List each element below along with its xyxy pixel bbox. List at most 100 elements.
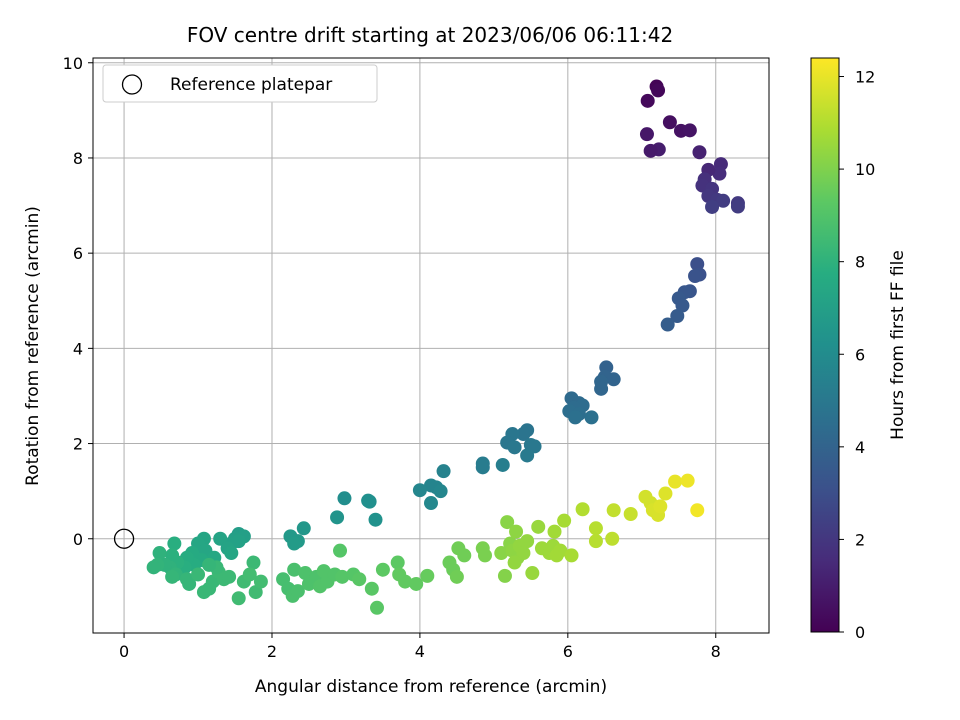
scatter-point xyxy=(420,568,435,583)
scatter-point xyxy=(594,381,609,396)
x-tick-label: 6 xyxy=(563,642,573,661)
scatter-point xyxy=(531,519,546,534)
y-tick-label: 10 xyxy=(63,54,83,73)
scatter-point xyxy=(588,534,603,549)
scatter-point xyxy=(716,193,731,208)
scatter-point xyxy=(352,572,367,587)
scatter-point xyxy=(412,483,427,498)
colorbar-tick-label: 4 xyxy=(855,438,865,457)
colorbar-tick-label: 10 xyxy=(855,160,875,179)
colorbar-tick-label: 12 xyxy=(855,68,875,87)
colorbar-label: Hours from first FF file xyxy=(888,250,908,440)
scatter-point xyxy=(690,503,705,518)
scatter-point xyxy=(368,512,383,527)
y-tick-label: 6 xyxy=(73,244,83,263)
scatter-point xyxy=(730,199,745,214)
scatter-point xyxy=(231,591,246,606)
y-tick-label: 4 xyxy=(73,339,83,358)
scatter-point xyxy=(191,567,206,582)
scatter-point xyxy=(287,562,302,577)
legend-reference-label: Reference platepar xyxy=(170,75,332,95)
scatter-point xyxy=(662,115,677,130)
scatter-point xyxy=(152,546,167,561)
scatter-point xyxy=(525,566,540,581)
scatter-point xyxy=(494,546,509,561)
scatter-point xyxy=(568,410,583,425)
scatter-point xyxy=(409,576,424,591)
scatter-point xyxy=(516,546,531,561)
y-tick-label: 0 xyxy=(73,530,83,549)
scatter-point xyxy=(213,531,228,546)
scatter-point xyxy=(680,473,695,488)
scatter-point xyxy=(520,448,535,463)
scatter-point xyxy=(692,145,707,160)
colorbar-frame xyxy=(810,57,840,633)
colorbar-tick-label: 6 xyxy=(855,345,865,364)
scatter-point xyxy=(248,585,263,600)
colorbar: 0 2 4 6 8 10 12 xyxy=(810,57,875,642)
colorbar-gradient xyxy=(811,58,839,632)
legend-reference-marker xyxy=(121,74,143,95)
scatter-point xyxy=(231,534,246,549)
scatter-point xyxy=(651,83,666,98)
scatter-point xyxy=(146,560,161,575)
scatter-point xyxy=(182,576,197,591)
scatter-point xyxy=(330,510,345,525)
scatter-point xyxy=(298,566,313,581)
y-tick-label: 2 xyxy=(73,435,83,454)
scatter-point xyxy=(670,308,685,323)
scatter-point xyxy=(364,581,379,596)
scatter-point xyxy=(287,536,302,551)
scatter-point xyxy=(564,548,579,563)
scatter-point xyxy=(688,269,703,284)
scatter-point xyxy=(553,543,568,558)
scatter-point xyxy=(433,484,448,499)
x-tick-label: 0 xyxy=(119,642,129,661)
scatter-point xyxy=(690,257,705,272)
colorbar-tick-label: 0 xyxy=(855,623,865,642)
scatter-point xyxy=(658,486,673,501)
y-axis-label: Rotation from reference (arcmin) xyxy=(23,206,43,486)
legend-box xyxy=(102,64,378,103)
scatter-point xyxy=(584,410,599,425)
scatter-point xyxy=(653,499,668,514)
scatter-point xyxy=(167,536,182,551)
scatter-point xyxy=(643,143,658,158)
scatter-point xyxy=(398,574,413,589)
scatter-point xyxy=(222,569,237,584)
x-axis-label: Angular distance from reference (arcmin) xyxy=(255,677,607,697)
scatter-point xyxy=(224,546,239,561)
scatter-point xyxy=(290,584,305,599)
scatter-point xyxy=(495,457,510,472)
reference-point-marker xyxy=(113,528,135,549)
scatter-point xyxy=(497,568,512,583)
chart-title: FOV centre drift starting at 2023/06/06 … xyxy=(187,23,673,47)
scatter-point xyxy=(639,127,654,142)
scatter-point xyxy=(335,569,350,584)
scatter-point xyxy=(588,521,603,536)
scatter-point xyxy=(668,474,683,489)
scatter-point xyxy=(520,534,535,549)
scatter-point xyxy=(575,502,590,517)
scatter-point xyxy=(457,548,472,563)
x-tick-label: 2 xyxy=(267,642,277,661)
colorbar-tick-label: 2 xyxy=(855,530,865,549)
scatter-point xyxy=(705,199,720,214)
scatter-point xyxy=(507,555,522,570)
scatter-point xyxy=(500,515,515,530)
scatter-point xyxy=(390,555,405,570)
scatter-point xyxy=(547,524,562,539)
scatter-point xyxy=(449,569,464,584)
x-tick-label: 8 xyxy=(711,642,721,661)
scatter-point xyxy=(202,557,217,572)
scatter-point xyxy=(509,524,524,539)
scatter-point xyxy=(253,574,268,589)
scatter-point xyxy=(606,372,621,387)
scatter-point xyxy=(375,562,390,577)
scatter-point xyxy=(606,503,621,518)
plot-area: 0 2 4 6 8 0 2 4 6 8 10 xyxy=(63,54,770,661)
scatter-point xyxy=(436,464,451,479)
scatter-point xyxy=(337,491,352,506)
y-tick-label: 8 xyxy=(73,149,83,168)
scatter-point xyxy=(424,496,438,511)
